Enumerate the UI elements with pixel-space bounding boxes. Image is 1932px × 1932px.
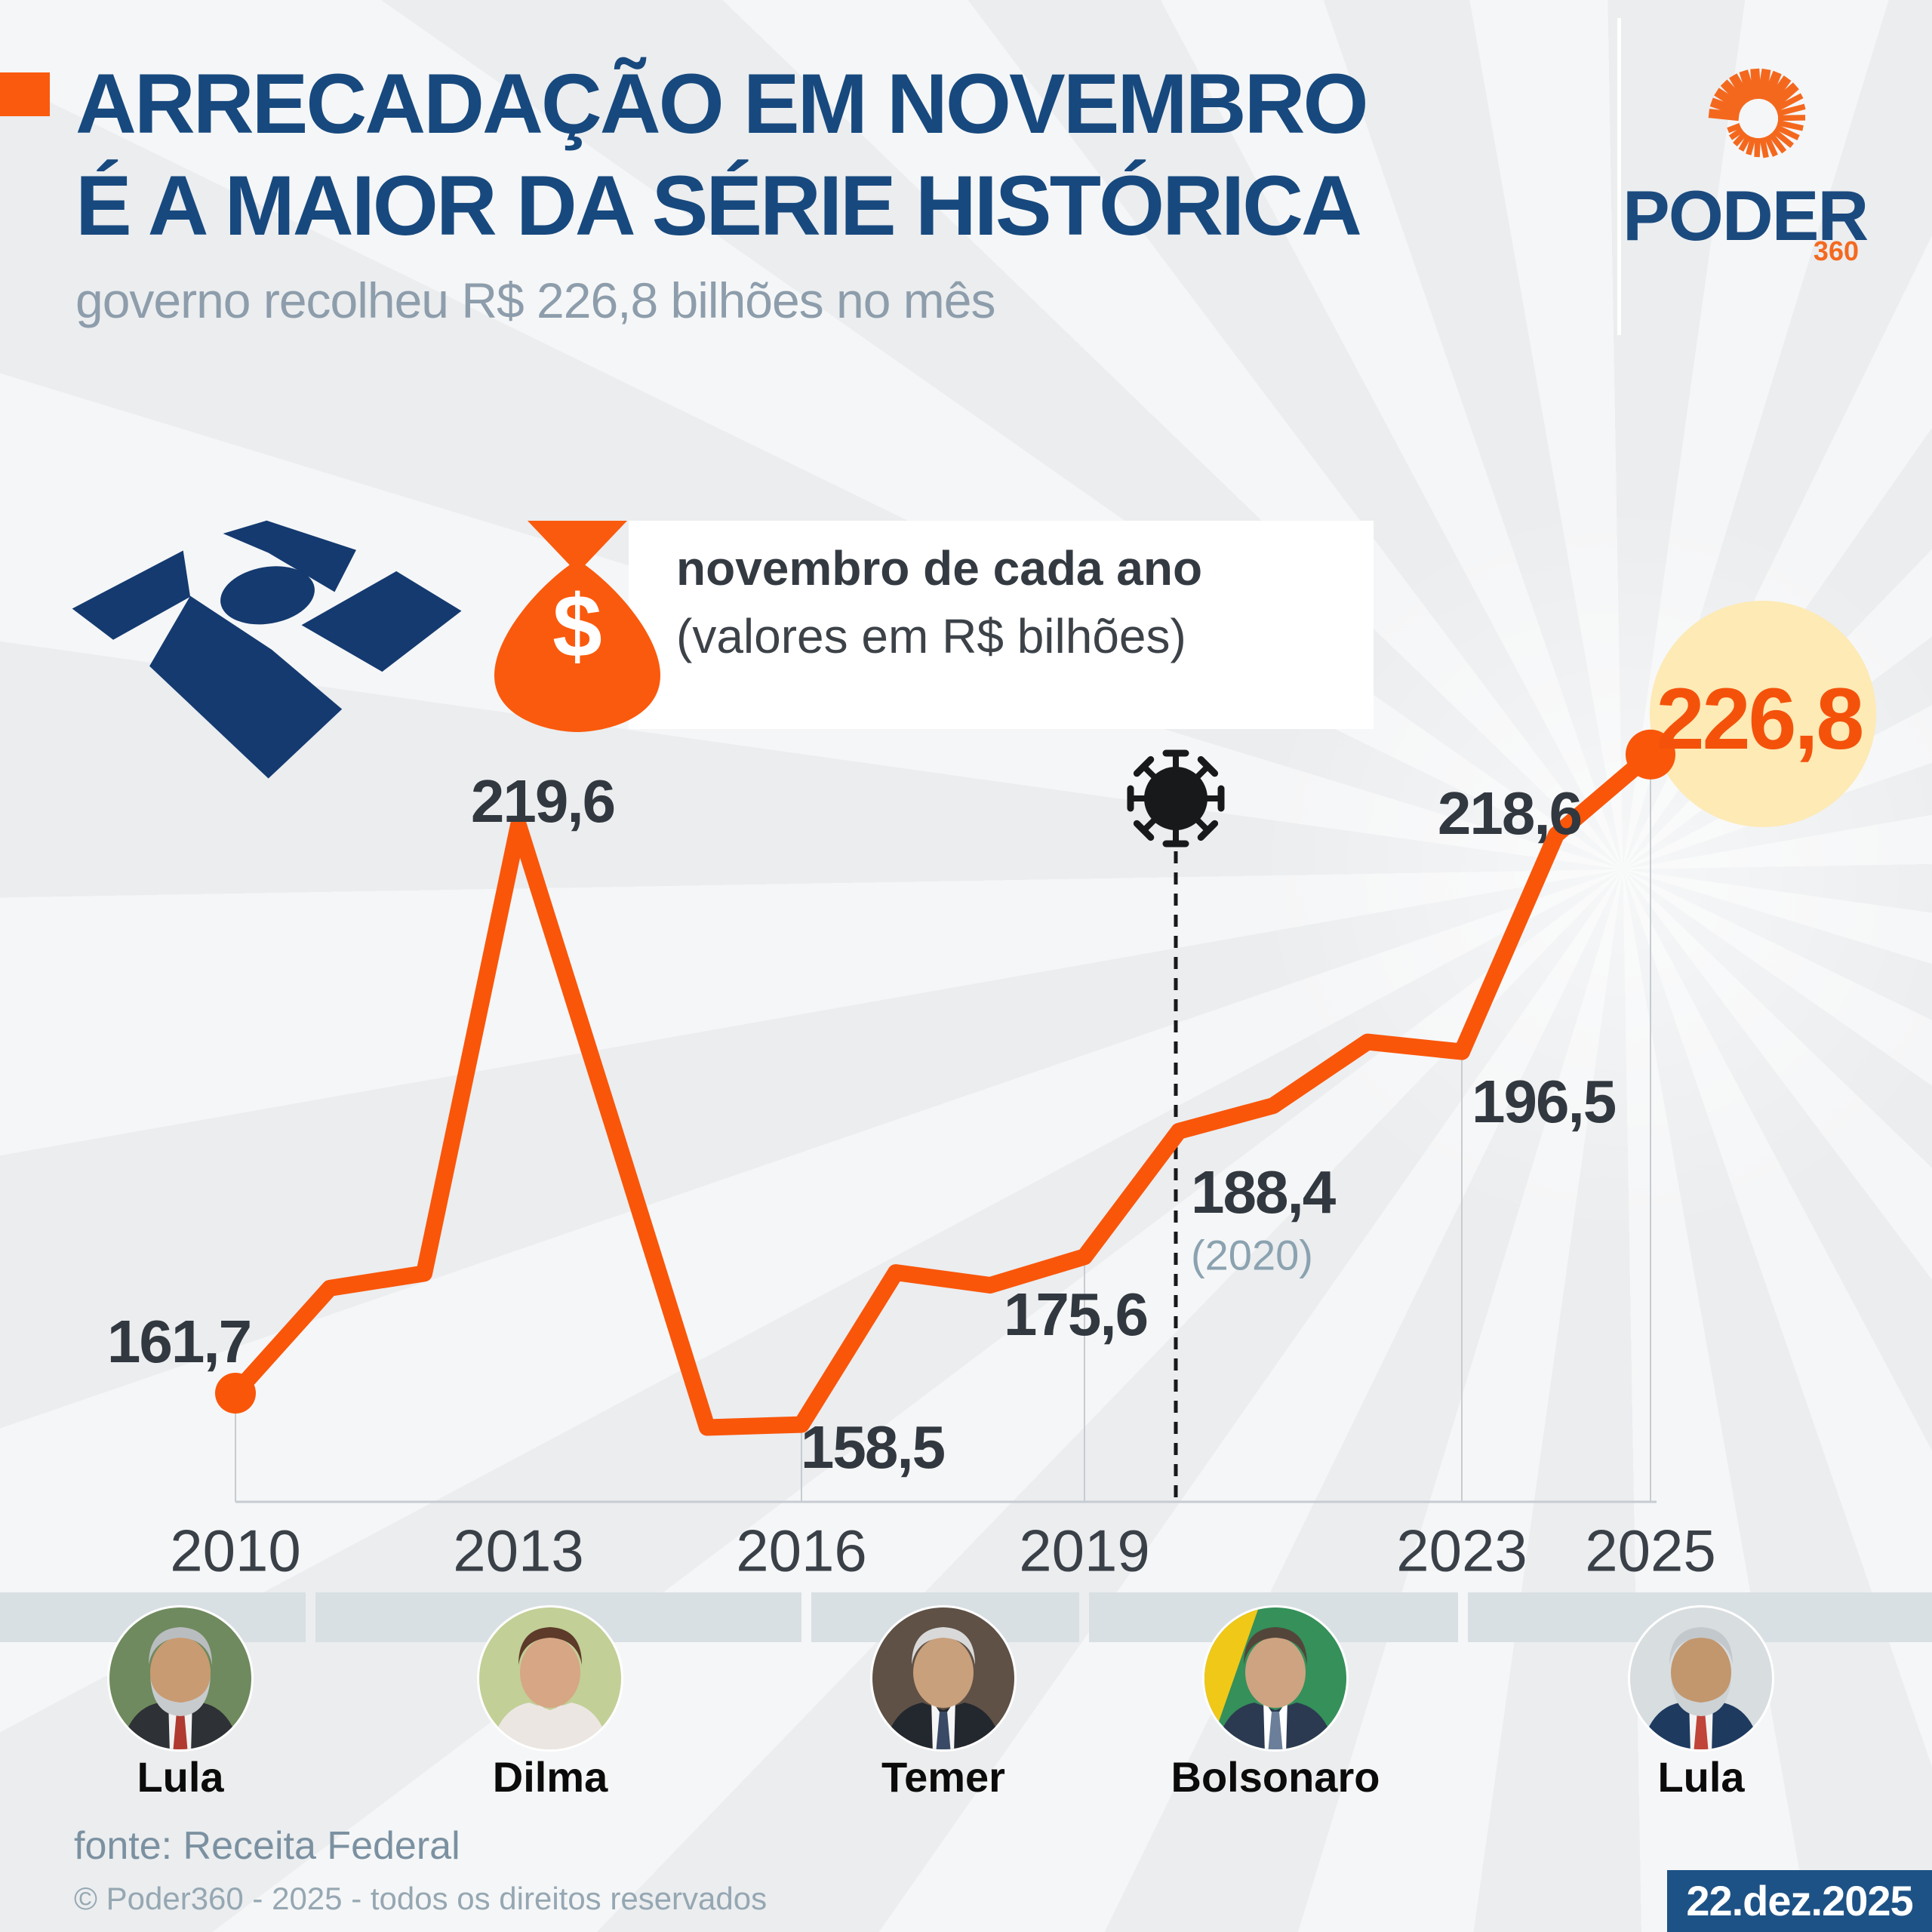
president-photo-lula-0 [105,1603,256,1754]
legend-subtitle: (valores em R$ bilhões) [676,609,1186,663]
value-label-2013: 219,6 [470,768,616,835]
president-name-temer-2: Temer [881,1753,1005,1801]
value-label-2025: 226,8 [1656,671,1865,768]
source-note: fonte: Receita Federal [74,1824,460,1868]
legend-title: novembro de cada ano [676,541,1203,595]
president-name-dilma-1: Dilma [492,1753,608,1801]
poder360-logo: PODER [1623,176,1869,255]
date-badge: 22.dez.2025 [1667,1870,1932,1932]
president-name-bolsonaro-3: Bolsonaro [1171,1753,1380,1801]
title-line1: ARRECADAÇÃO EM NOVEMBRO [75,57,1369,151]
data-line [227,746,1659,1436]
x-tick-2023: 2023 [1396,1517,1527,1584]
sunburst-icon [1708,68,1806,158]
value-label-2024: 218,6 [1437,780,1583,847]
president-name-lula-0: Lula [137,1753,224,1801]
value-label-2020: 188,4 [1191,1158,1336,1226]
virus-icon [1127,749,1225,848]
x-tick-2016: 2016 [736,1517,867,1584]
title-line2: É A MAIOR DA SÉRIE HISTÓRICA [75,158,1362,253]
receita-federal-logo [72,520,462,779]
value-sublabel-2020: (2020) [1191,1231,1313,1279]
value-label-2016: 158,5 [800,1414,946,1481]
poder360-logo-suffix: 360 [1813,235,1859,266]
x-tick-2019: 2019 [1019,1517,1150,1584]
page-subtitle: governo recolheu R$ 226,8 bilhões no mês [75,272,995,328]
president-photo-dilma-1 [475,1603,626,1754]
money-bag-icon [494,521,660,732]
x-tick-2010: 2010 [170,1517,301,1584]
x-tick-2013: 2013 [453,1517,584,1584]
president-photo-lula-4 [1626,1603,1777,1754]
accent-square [0,72,50,116]
president-photo-bolsonaro-3 [1200,1603,1351,1754]
data-point-2025 [1626,729,1675,780]
legend-box [629,521,1374,729]
value-label-2019: 175,6 [1003,1281,1149,1348]
value-label-2010: 161,7 [106,1308,252,1375]
copyright-note: © Poder360 - 2025 - todos os direitos re… [74,1881,768,1916]
president-name-lula-4: Lula [1657,1753,1745,1801]
data-point-2010 [215,1373,256,1414]
president-photo-temer-2 [868,1603,1019,1754]
value-label-2023: 196,5 [1472,1068,1617,1135]
dollar-sign: $ [552,577,602,676]
highlight-bubble [1650,601,1876,827]
header-divider [1617,18,1621,335]
page-title: ARRECADAÇÃO EM NOVEMBRO É A MAIOR DA SÉR… [75,53,1369,257]
x-tick-2025: 2025 [1585,1517,1716,1584]
